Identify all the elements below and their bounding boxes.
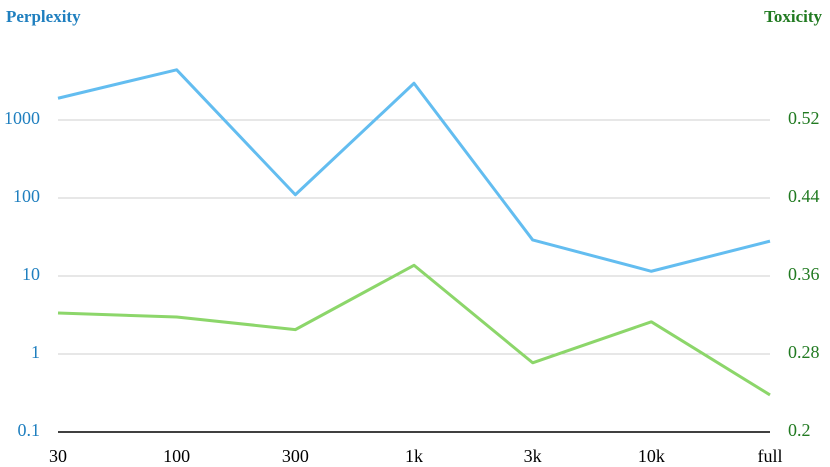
y2-tick-label: 0.36 [788,264,820,284]
series-line [57,68,771,273]
y-tick-label: 0.1 [18,420,41,440]
y2-tick-label: 0.44 [788,186,820,206]
y2-tick-label: 0.28 [788,342,820,362]
y-tick-label: 10 [22,264,40,284]
y-tick-label: 1000 [4,108,40,128]
x-tick-label: full [758,446,783,466]
y2-axis-title: Toxicity [764,7,822,26]
x-tick-label: 1k [405,446,423,466]
series-line [57,263,771,397]
x-tick-label: 3k [524,446,542,466]
y-axis-title: Perplexity [6,7,81,26]
x-tick-label: 30 [49,446,67,466]
x-tick-label: 10k [638,446,665,466]
y2-tick-label: 0.2 [788,420,811,440]
y2-tick-label: 0.52 [788,108,820,128]
y-tick-label: 100 [13,186,40,206]
x-tick-label: 100 [163,446,190,466]
y-tick-label: 1 [31,342,40,362]
x-tick-label: 300 [282,446,309,466]
